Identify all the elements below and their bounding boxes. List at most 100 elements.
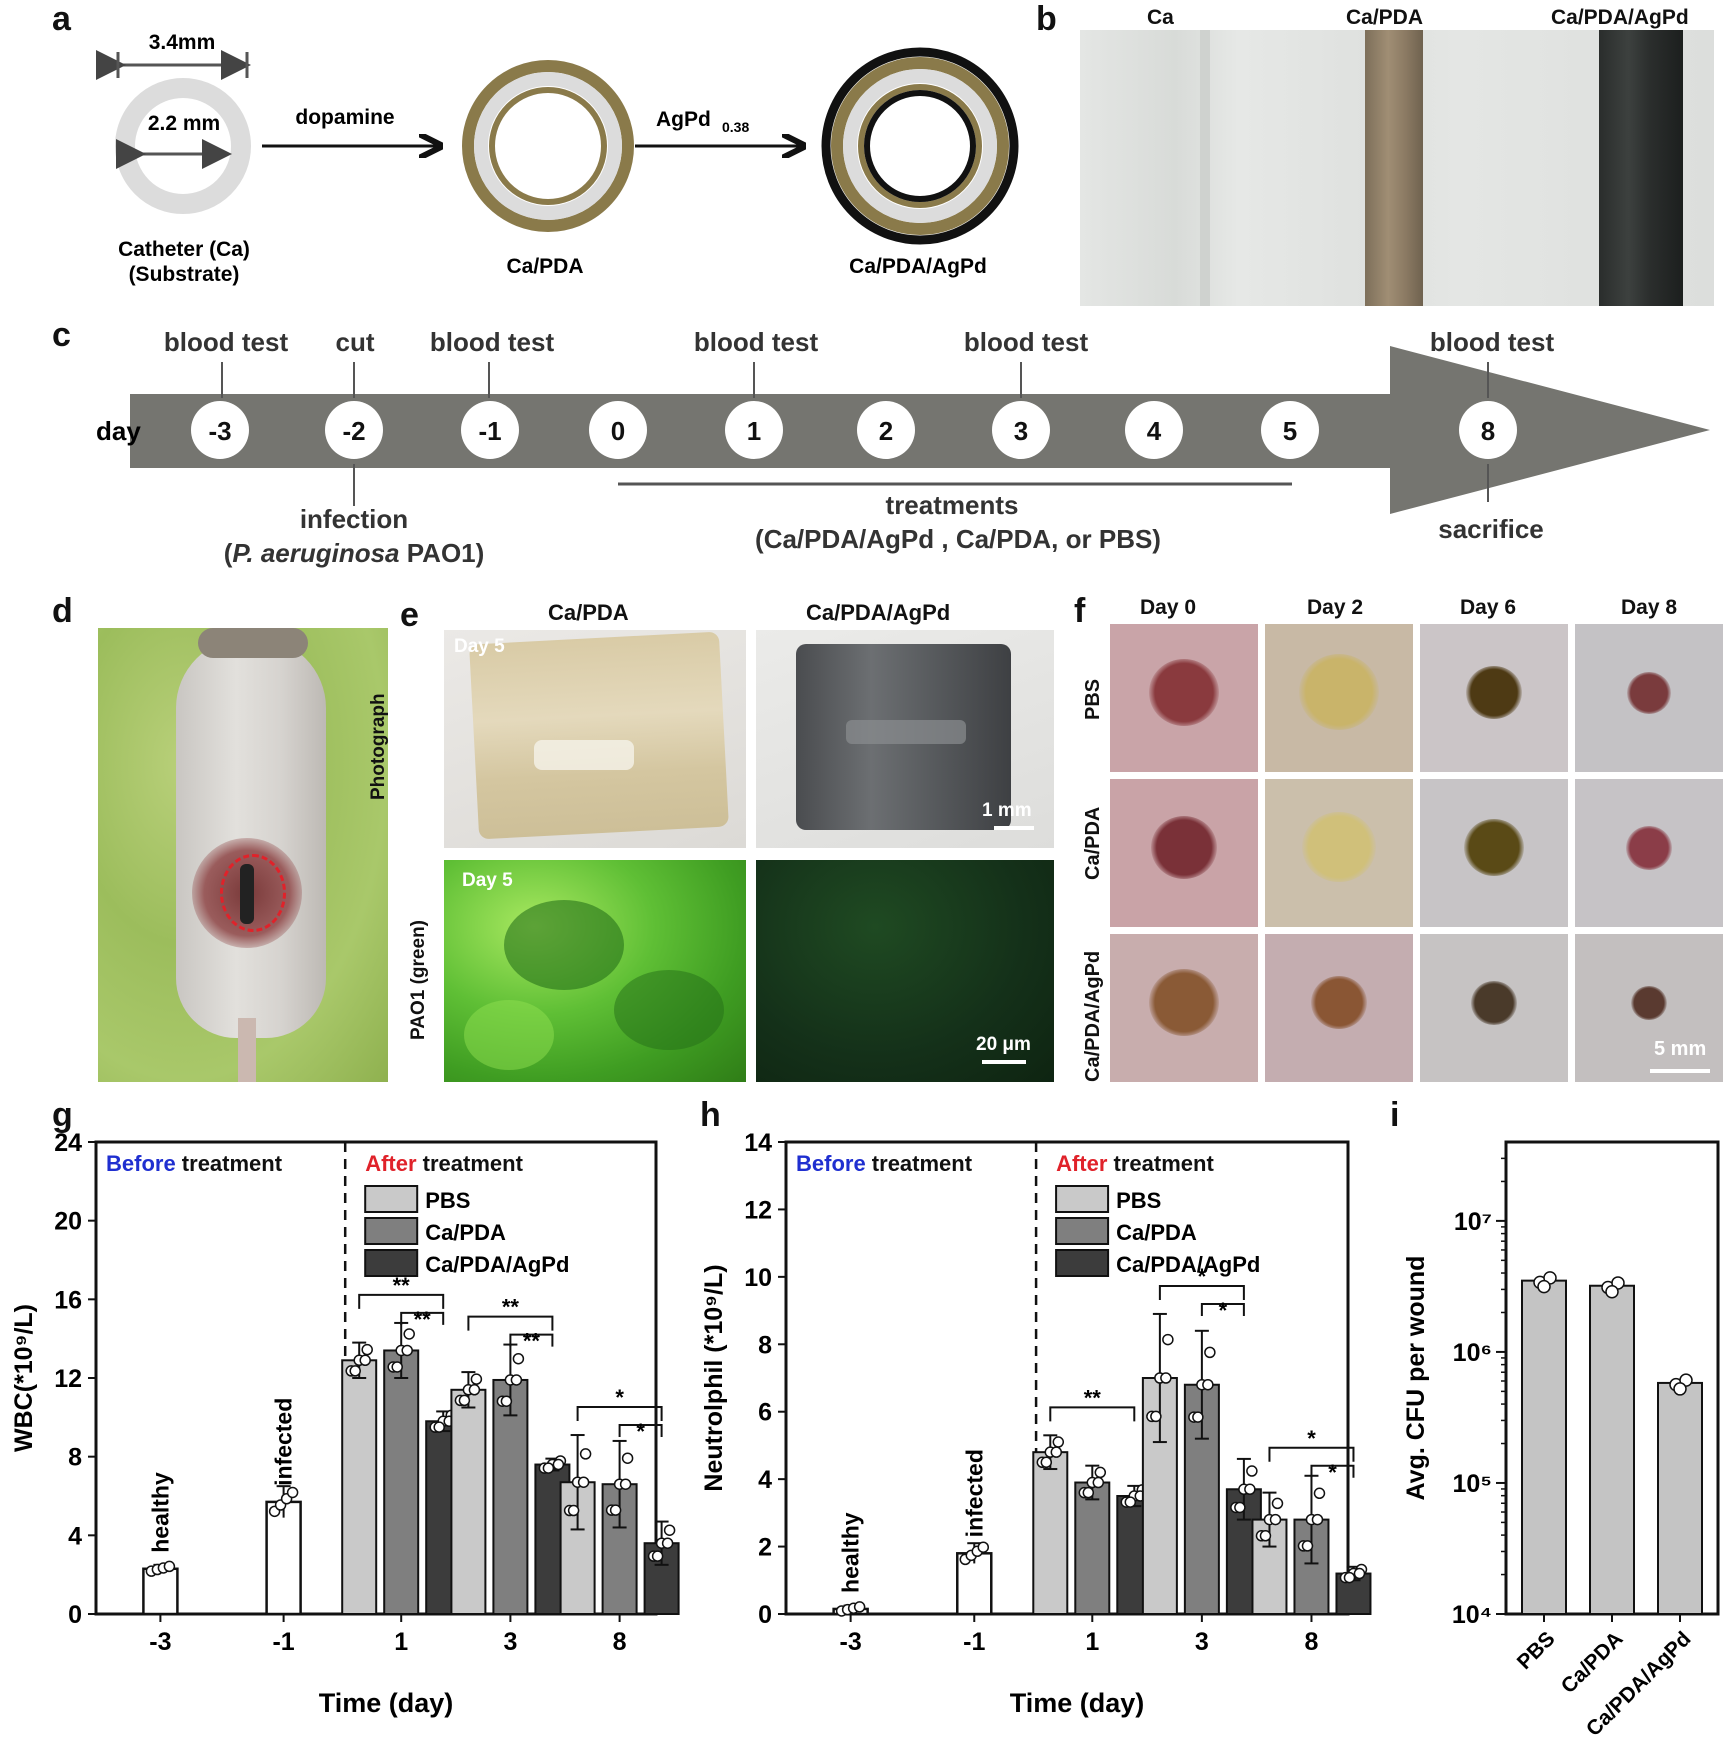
data-point	[609, 1504, 622, 1516]
infection-label: infection	[300, 504, 408, 534]
data-point	[579, 1448, 592, 1460]
scale-label-20um: 20 μm	[976, 1034, 1031, 1055]
day-marker-label: 2	[879, 416, 893, 446]
data-point	[500, 1395, 513, 1407]
bar-Ca/PDA	[383, 1349, 420, 1615]
before-treatment-label: Before treatment	[106, 1151, 283, 1176]
treatments-groups: (Ca/PDA/AgPd , Ca/PDA, or PBS)	[755, 524, 1161, 554]
x-tick-label: -3	[840, 1628, 862, 1656]
pda-ring-outer	[462, 60, 634, 232]
fluorescence-agpd: 20 μm	[756, 860, 1054, 1082]
day-marker-circle	[461, 401, 519, 459]
scale-bar-20um	[982, 1060, 1026, 1064]
day-marker-label: -1	[478, 416, 501, 446]
data-point	[619, 1478, 632, 1490]
data-point	[1192, 1411, 1204, 1423]
substrate-label-2: (Substrate)	[129, 263, 240, 286]
fluorescence-pda: Day 5	[444, 860, 746, 1082]
significance-bracket	[1268, 1446, 1355, 1462]
top-label: blood test	[164, 327, 289, 357]
top-label: blood test	[694, 327, 819, 357]
significance-mark: *	[1307, 1426, 1316, 1451]
data-point	[1605, 1284, 1619, 1299]
data-point	[349, 1365, 361, 1377]
day-marker-label: -3	[208, 416, 231, 446]
day-marker-circle	[992, 401, 1050, 459]
wound-photo-grid: 5 mm	[1110, 624, 1723, 1082]
significance-mark: *	[615, 1385, 624, 1410]
f-row-agpd: Ca/PDA/AgPd	[1082, 950, 1104, 1082]
data-point	[552, 1458, 565, 1471]
substrate-label-1: Catheter (Ca)	[118, 238, 250, 261]
panel-c-timeline: day -3 -2 -1 0 1 2 3 4 5 8 blood test cut blood t…	[96, 327, 1710, 568]
panel-label-d: d	[52, 592, 73, 630]
wound-photo	[1420, 934, 1568, 1082]
significance-mark: *	[636, 1419, 645, 1444]
data-point	[1082, 1486, 1095, 1499]
bar-PBS	[1521, 1279, 1567, 1615]
y-tick-label: 12	[54, 1365, 82, 1393]
y-tick-label: 4	[68, 1522, 82, 1550]
data-point	[1150, 1410, 1162, 1423]
data-point	[1204, 1346, 1216, 1359]
infection-organism: (P. aeruginosa PAO1)	[224, 538, 485, 568]
wound-photo	[1420, 624, 1568, 772]
y-tick-label: 12	[744, 1196, 772, 1224]
panel-label-i: i	[1390, 1096, 1400, 1134]
x-tick-label: 8	[1305, 1628, 1319, 1656]
data-point	[1311, 1513, 1324, 1526]
y-tick-label: 10	[744, 1264, 772, 1292]
significance-bracket	[509, 1333, 554, 1347]
panel-label-e: e	[400, 596, 419, 634]
legend-label: Ca/PDA/AgPd	[425, 1252, 569, 1277]
inner-dimension-label: 2.2 mm	[148, 112, 220, 135]
pda-label: Ca/PDA	[506, 255, 583, 278]
outer-dimension-label: 3.4mm	[149, 31, 216, 54]
group-label: healthy	[147, 1472, 173, 1553]
f-row-pbs: PBS	[1082, 678, 1104, 720]
sacrifice-label: sacrifice	[1438, 514, 1544, 544]
data-point	[1052, 1436, 1065, 1448]
data-point	[163, 1560, 176, 1573]
col-header-pda: Ca/PDA	[548, 600, 629, 625]
significance-bracket	[1049, 1406, 1136, 1422]
wound-photo	[1110, 624, 1258, 772]
x-tick-label: -1	[272, 1628, 294, 1656]
agpd-ring-outer	[821, 47, 1019, 245]
data-point	[621, 1452, 634, 1464]
panel-label-b: b	[1036, 0, 1057, 38]
wound-photo	[1575, 624, 1723, 772]
x-tick-label: 1	[1085, 1628, 1099, 1656]
day-marker-circle	[857, 401, 915, 459]
day-marker-label: 0	[611, 416, 625, 446]
significance-bracket	[467, 1315, 554, 1331]
legend-swatch	[364, 1185, 419, 1213]
x-tick-label: -1	[963, 1628, 985, 1656]
data-point	[1234, 1501, 1246, 1514]
y-axis-label: WBC(*10⁹/L)	[10, 1304, 38, 1452]
photo-label-agpd: Ca/PDA/AgPd	[1551, 6, 1689, 29]
wound-photo	[1110, 779, 1258, 927]
data-point	[401, 1344, 413, 1357]
top-label: blood test	[1430, 327, 1555, 357]
treatments-label: treatments	[886, 490, 1019, 520]
data-point	[470, 1373, 483, 1385]
day-marker-circle	[191, 401, 249, 459]
photo-agpd-day5: 1 mm	[756, 630, 1054, 848]
significance-mark: **	[414, 1307, 432, 1332]
significance-bracket	[358, 1293, 445, 1309]
data-point	[977, 1541, 990, 1553]
pda-catheter	[1365, 30, 1423, 306]
data-point	[1050, 1446, 1063, 1458]
scale-label-5mm: 5 mm	[1654, 1038, 1707, 1060]
panel-label-c: c	[52, 316, 71, 354]
y-tick-label: 0	[68, 1601, 82, 1629]
data-point	[468, 1384, 481, 1396]
data-point	[542, 1462, 555, 1474]
y-tick-label: 8	[68, 1444, 82, 1472]
y-tick-label: 24	[54, 1129, 82, 1157]
scale-bar-5mm	[1650, 1069, 1710, 1073]
data-point	[1343, 1571, 1356, 1584]
y-tick-label: 16	[54, 1286, 82, 1314]
day5-tag: Day 5	[454, 636, 505, 657]
